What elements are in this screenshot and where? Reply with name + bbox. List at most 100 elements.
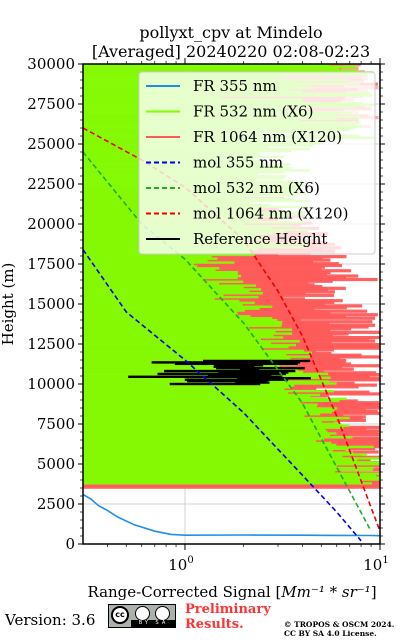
- fr532-bar: [83, 418, 337, 422]
- fr532-bar: [83, 391, 289, 395]
- fr532-bar: [83, 317, 273, 320]
- preliminary-line-2: Results.: [185, 617, 244, 632]
- fr532-bar: [83, 303, 243, 306]
- fr532-bar: [83, 462, 380, 466]
- cc-license-badge[interactable]: cc BY SA: [108, 604, 176, 628]
- fr532-bar: [83, 265, 198, 268]
- reference-height-mark: [203, 359, 311, 363]
- fr532-bar: [83, 438, 325, 441]
- fr532-bar: [83, 401, 301, 404]
- fr532-bar: [83, 330, 276, 333]
- fr532-bar: [83, 424, 350, 427]
- fr532-bar: [83, 270, 238, 274]
- series-line-0: [83, 493, 380, 537]
- fr532-bar: [83, 482, 373, 485]
- fr532-bar: [83, 307, 260, 310]
- y-tick-label: 12500: [27, 335, 75, 353]
- fr532-bar: [83, 349, 304, 353]
- fr532-bar: [83, 405, 317, 408]
- fr532-bar: [83, 345, 289, 349]
- fr532-bar: [83, 430, 328, 433]
- fr532-bar: [83, 447, 349, 450]
- fr532-bar: [83, 342, 272, 345]
- fr532-bar: [83, 449, 333, 452]
- fr532-bar: [83, 263, 195, 266]
- y-tick-label: 30000: [27, 55, 75, 73]
- legend-label-4: mol 532 nm (X6): [193, 179, 320, 197]
- fr532-bar: [83, 390, 335, 393]
- legend-box: [138, 71, 376, 255]
- fr532-bar: [83, 480, 361, 483]
- fr532-bar: [83, 353, 287, 356]
- x-axis-label: Range-Corrected Signal [Mm⁻¹ * sr⁻¹]: [87, 583, 376, 600]
- reference-height-mark: [184, 378, 289, 381]
- reference-height-mark: [216, 366, 305, 370]
- copyright-note: © TROPOS & OSCM 2024. CC BY SA 4.0 Licen…: [284, 620, 394, 638]
- fr1064-bar: [83, 263, 342, 268]
- fr532-bar: [83, 351, 312, 354]
- fr532-bar: [83, 466, 374, 470]
- fr532-bar: [83, 397, 347, 401]
- signal-profile-chart: pollyxt_cpv at Mindelo [Averaged] 202402…: [0, 23, 389, 600]
- fr532-bar: [83, 338, 261, 341]
- fr532-bar: [83, 280, 244, 283]
- fr532-bar: [83, 326, 249, 330]
- fr532-bar: [83, 464, 337, 468]
- fr532-bar: [83, 65, 357, 68]
- license-strip: BY SA: [131, 620, 176, 627]
- y-tick-label: 22500: [27, 175, 75, 193]
- fr532-bar: [83, 282, 220, 285]
- fr1064-bar: [83, 485, 380, 489]
- fr532-bar: [83, 295, 259, 299]
- reference-height-mark: [163, 369, 296, 373]
- fr532-bar: [83, 336, 284, 339]
- fr532-bar: [83, 274, 242, 278]
- fr532-bar: [83, 416, 350, 420]
- fr532-bar: [83, 393, 321, 397]
- fr532-bar: [83, 478, 380, 481]
- fr532-bar: [83, 313, 238, 316]
- fr532-bar: [83, 436, 353, 439]
- fr532-bar: [83, 320, 283, 324]
- fr532-bar: [83, 426, 344, 429]
- fr532-bar: [83, 395, 311, 399]
- x-axis-label-main: Range-Corrected Signal [: [87, 583, 281, 600]
- fr532-bar: [83, 343, 297, 347]
- fr532-bar: [83, 443, 337, 447]
- reference-height-mark: [169, 382, 261, 386]
- reference-height-mark: [218, 371, 289, 374]
- fr532-bar: [83, 305, 273, 308]
- fr532-bar: [83, 359, 304, 362]
- fr532-bar: [83, 407, 338, 410]
- legend: FR 355 nm FR 532 nm (X6) FR 1064 nm (X120)…: [138, 71, 376, 255]
- version-label: Version: 3.6: [5, 611, 96, 629]
- fr532-bar: [83, 428, 326, 431]
- reference-height-mark: [214, 364, 264, 367]
- reference-height-mark: [237, 377, 311, 380]
- fr532-bar: [83, 453, 368, 456]
- fr532-bar: [83, 286, 244, 289]
- fr1064-bar: [83, 483, 380, 488]
- fr532-bar: [83, 403, 318, 406]
- share-alike-icon: [155, 606, 170, 621]
- by-attribution-icon: [135, 606, 150, 621]
- fr532-bar: [83, 255, 212, 258]
- chart-title: pollyxt_cpv at Mindelo: [139, 23, 322, 42]
- fr532-bar: [83, 388, 285, 391]
- x-axis-label-close: ]: [371, 583, 377, 600]
- fr532-bar: [83, 470, 336, 474]
- fr532-bar: [83, 340, 300, 343]
- reference-height-mark: [213, 365, 255, 368]
- fr532-bar: [83, 322, 283, 326]
- fr532-bar: [83, 253, 256, 257]
- copyright-line-2: CC BY SA 4.0 License.: [284, 629, 377, 638]
- fr532-bar: [83, 414, 305, 418]
- reference-height-mark: [235, 381, 270, 384]
- cc-icon: cc: [111, 606, 129, 624]
- legend-label-3: mol 355 nm: [193, 154, 283, 172]
- fr532-bar: [83, 457, 380, 460]
- y-tick-label: 2500: [37, 495, 75, 513]
- fr532-bar: [83, 261, 235, 264]
- fr532-bar: [83, 461, 380, 464]
- reference-height-mark: [208, 374, 272, 377]
